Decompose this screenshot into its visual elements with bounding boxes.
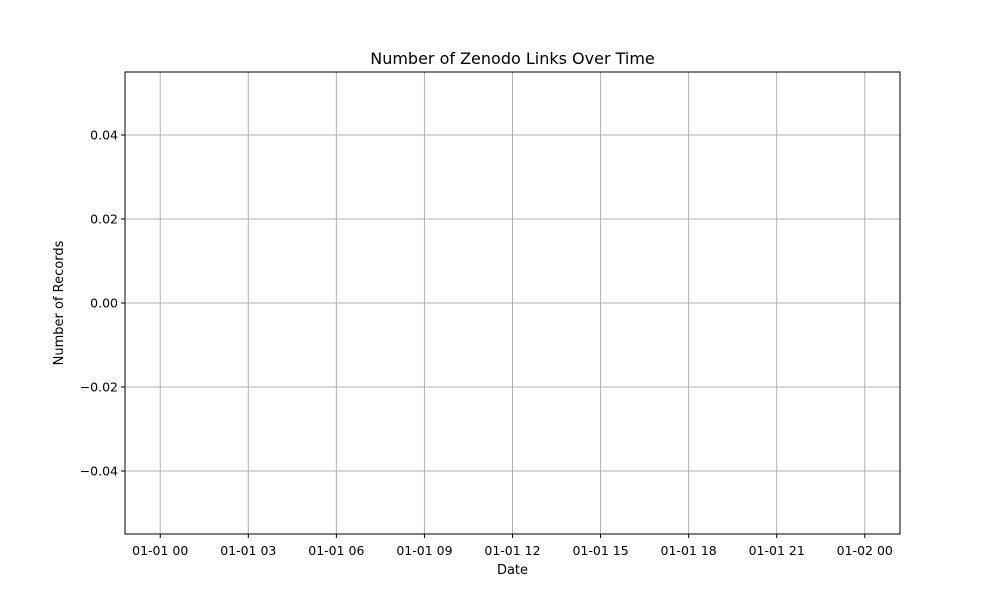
x-tick-label: 01-01 21 xyxy=(749,543,805,558)
x-tick-label: 01-01 15 xyxy=(572,543,628,558)
y-axis-label: Number of Records xyxy=(52,240,67,365)
tick-layer: 01-01 00 01-01 03 01-01 06 01-01 09 01-01 12… xyxy=(80,128,893,559)
y-tick-label: −0.04 xyxy=(80,464,118,479)
y-tick-label: 0.04 xyxy=(90,128,118,143)
x-tick-label: 01-01 06 xyxy=(308,543,364,558)
grid-layer xyxy=(125,72,900,534)
y-tick-label: −0.02 xyxy=(80,380,118,395)
x-tick-label: 01-01 18 xyxy=(661,543,717,558)
x-tick-label: 01-01 03 xyxy=(220,543,276,558)
x-axis-label: Date xyxy=(497,563,528,578)
x-tick-label: 01-01 00 xyxy=(132,543,188,558)
x-tick-label: 01-02 00 xyxy=(837,543,893,558)
x-tick-label: 01-01 09 xyxy=(396,543,452,558)
x-tick-label: 01-01 12 xyxy=(484,543,540,558)
chart-title: Number of Zenodo Links Over Time xyxy=(370,49,655,68)
y-tick-label: 0.00 xyxy=(90,296,118,311)
y-tick-label: 0.02 xyxy=(90,212,118,227)
